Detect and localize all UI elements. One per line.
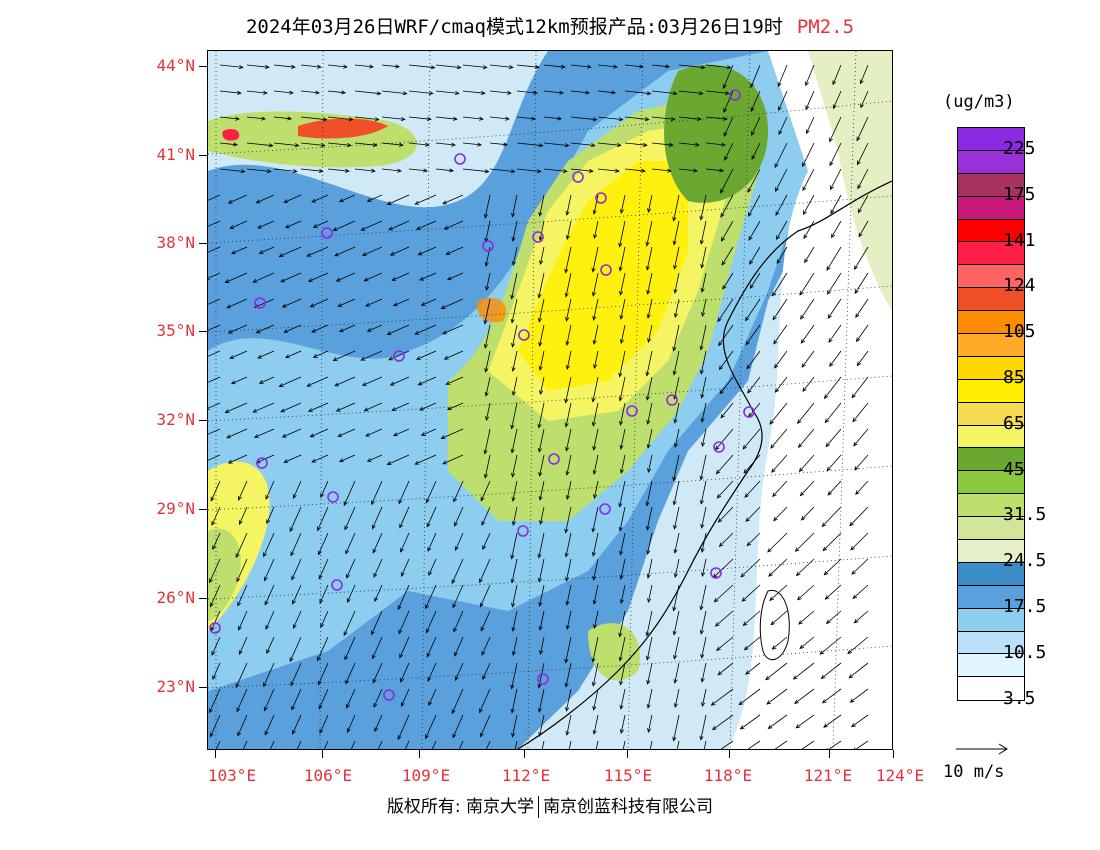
- colorbar-swatch: [958, 631, 1024, 655]
- colorbar-label: 85: [1003, 366, 1025, 388]
- lon-label: 118°E: [703, 766, 753, 785]
- lat-tick: [199, 155, 207, 156]
- lat-label: 44°N: [156, 56, 195, 75]
- colorbar-swatch: [958, 288, 1024, 312]
- lon-label: 115°E: [603, 766, 653, 785]
- colorbar-swatch: [958, 540, 1024, 563]
- copyright-right: 南京创蓝科技有限公司: [543, 797, 714, 817]
- map-canvas: [208, 51, 892, 749]
- colorbar-swatch: [958, 265, 1024, 289]
- colorbar-label: 65: [1003, 412, 1025, 434]
- lon-tick: [729, 750, 730, 758]
- colorbar-swatch: [958, 334, 1024, 357]
- colorbar-swatch: [958, 562, 1024, 586]
- lat-label: 26°N: [156, 588, 195, 607]
- colorbar-swatch: [958, 242, 1024, 266]
- lat-label: 35°N: [156, 321, 195, 340]
- lat-label: 23°N: [156, 677, 195, 696]
- colorbar-swatch: [958, 173, 1024, 197]
- lon-label: 109°E: [401, 766, 451, 785]
- graticule: [208, 51, 892, 749]
- colorbar-swatch: [958, 196, 1024, 220]
- colorbar-swatch: [958, 494, 1024, 518]
- colorbar: [957, 127, 1025, 702]
- title-species: PM2.5: [796, 16, 855, 38]
- chart-title: 2024年03月26日WRF/cmaq模式12km预报产品:03月26日19时 P…: [0, 12, 1100, 39]
- coastline: [517, 180, 892, 749]
- colorbar-label: 17.5: [1003, 595, 1047, 617]
- lon-tick: [322, 750, 323, 758]
- lon-label: 112°E: [501, 766, 551, 785]
- colorbar-swatch: [958, 128, 1024, 151]
- lat-tick: [199, 331, 207, 332]
- city-markers: [209, 89, 755, 701]
- colorbar-swatch: [958, 379, 1024, 403]
- colorbar-label: 124: [1003, 275, 1036, 297]
- lat-tick: [199, 509, 207, 510]
- colorbar-swatch: [958, 219, 1024, 243]
- taiwan-island: [759, 589, 790, 661]
- colorbar-label: 225: [1003, 137, 1036, 159]
- footer-separator: [538, 796, 540, 818]
- colorbar-swatch: [958, 585, 1024, 609]
- lon-tick: [829, 750, 830, 758]
- forecast-map[interactable]: [207, 50, 893, 750]
- colorbar-label: 31.5: [1003, 504, 1047, 526]
- colorbar-swatch: [958, 448, 1024, 472]
- lat-label: 32°N: [156, 410, 195, 429]
- colorbar-unit: (ug/m3): [943, 92, 1015, 112]
- colorbar-label: 10.5: [1003, 641, 1047, 663]
- lat-label: 38°N: [156, 233, 195, 252]
- colorbar-label: 105: [1003, 321, 1036, 343]
- colorbar-swatch: [958, 608, 1024, 632]
- lon-label: 106°E: [303, 766, 353, 785]
- colorbar-swatch: [958, 150, 1024, 174]
- concentration-field: [208, 51, 892, 749]
- wind-legend-label: 10 m/s: [943, 762, 1005, 782]
- colorbar-swatch: [958, 517, 1024, 541]
- colorbar-swatch: [958, 471, 1024, 495]
- lat-tick: [199, 687, 207, 688]
- copyright-footer: 版权所有: 南京大学 南京创蓝科技有限公司: [0, 792, 1100, 818]
- colorbar-swatch: [958, 311, 1024, 335]
- colorbar-swatch: [958, 425, 1024, 449]
- title-main: 2024年03月26日WRF/cmaq模式12km预报产品:03月26日19时: [245, 16, 783, 38]
- lat-label: 29°N: [156, 499, 195, 518]
- lat-label: 41°N: [156, 145, 195, 164]
- colorbar-label: 141: [1003, 229, 1036, 251]
- lon-tick: [215, 750, 216, 758]
- lon-label: 124°E: [875, 766, 925, 785]
- colorbar-label: 24.5: [1003, 550, 1047, 572]
- lat-tick: [199, 420, 207, 421]
- colorbar-swatch: [958, 402, 1024, 426]
- lat-tick: [199, 66, 207, 67]
- colorbar-swatch: [958, 356, 1024, 380]
- colorbar-label: 3.5: [1003, 687, 1036, 709]
- wind-vectors: [208, 64, 869, 749]
- colorbar-label: 45: [1003, 458, 1025, 480]
- colorbar-swatch: [958, 677, 1024, 701]
- colorbar-label: 175: [1003, 183, 1036, 205]
- lat-tick: [199, 243, 207, 244]
- lon-tick: [893, 750, 894, 758]
- wind-legend-arrow: [956, 743, 1008, 755]
- lon-label: 103°E: [207, 766, 257, 785]
- lat-tick: [199, 598, 207, 599]
- colorbar-swatch: [958, 654, 1024, 678]
- lon-tick: [524, 750, 525, 758]
- copyright-left: 版权所有: 南京大学: [386, 797, 535, 817]
- lon-tick: [627, 750, 628, 758]
- lon-tick: [419, 750, 420, 758]
- lon-label: 121°E: [803, 766, 853, 785]
